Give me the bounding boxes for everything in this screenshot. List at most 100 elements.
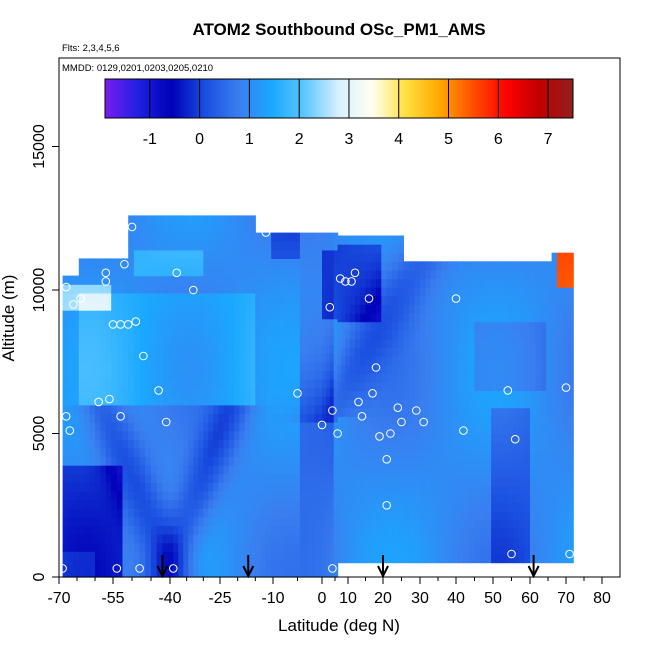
heat-cell xyxy=(223,542,230,552)
heat-cell xyxy=(285,499,294,509)
heat-cell xyxy=(365,381,372,391)
heat-cell xyxy=(218,551,225,561)
heat-cell xyxy=(255,447,262,458)
heat-cell xyxy=(208,344,214,354)
heat-cell xyxy=(193,215,199,225)
heat-cell xyxy=(551,467,558,478)
heat-cell xyxy=(183,310,189,320)
heat-cell xyxy=(325,301,331,311)
heat-cell xyxy=(271,482,279,492)
heat-cell xyxy=(265,353,272,363)
heat-cell xyxy=(468,433,476,443)
heat-cell xyxy=(139,525,146,535)
heat-cell xyxy=(329,534,335,544)
heat-cell xyxy=(156,404,163,414)
heat-cell xyxy=(540,433,547,443)
heat-cell xyxy=(430,356,437,366)
heat-cell xyxy=(381,502,388,512)
heat-cell xyxy=(355,364,361,374)
heat-cell xyxy=(203,335,209,346)
colorbar-cell xyxy=(219,79,223,118)
heat-cell xyxy=(452,295,459,305)
heat-cell xyxy=(105,516,112,526)
colorbar-cell xyxy=(464,79,469,118)
colorbar-cell xyxy=(230,79,235,118)
heat-cell xyxy=(408,381,416,391)
heat-cell xyxy=(365,485,372,495)
heat-cell xyxy=(414,536,421,546)
heat-cell xyxy=(540,304,547,314)
heat-cell xyxy=(188,396,194,406)
colorbar-cell xyxy=(479,79,483,118)
heat-cell xyxy=(203,542,209,552)
colorbar-cell xyxy=(292,79,296,118)
heat-cell xyxy=(414,304,421,314)
profile-point xyxy=(76,294,85,303)
heat-cell xyxy=(178,568,184,578)
heat-cell xyxy=(89,559,96,569)
heat-cell xyxy=(292,232,301,242)
heat-cell xyxy=(173,430,179,440)
heat-cell xyxy=(173,224,179,234)
heat-cell xyxy=(277,267,286,277)
heat-cell xyxy=(392,295,399,305)
heat-cell xyxy=(260,301,267,311)
heat-cell xyxy=(535,261,542,271)
heat-cell xyxy=(89,551,96,561)
heat-cell xyxy=(168,525,174,535)
heat-cell xyxy=(447,485,453,495)
heat-cell xyxy=(128,542,135,552)
heat-cell xyxy=(299,413,308,423)
heat-cell xyxy=(133,241,141,251)
heat-cell xyxy=(337,235,343,245)
heat-cell xyxy=(255,344,262,354)
heat-cell xyxy=(307,361,316,371)
colorbar-cell xyxy=(315,79,320,118)
heat-cell xyxy=(491,407,498,417)
heat-cell xyxy=(403,269,410,280)
heat-cell xyxy=(285,534,294,544)
heat-cell xyxy=(360,502,367,512)
heat-cell xyxy=(62,310,69,320)
heat-cell xyxy=(100,335,107,346)
heat-cell xyxy=(111,430,118,440)
heat-cell xyxy=(234,292,240,303)
heat-cell xyxy=(513,278,520,288)
heat-cell xyxy=(299,534,308,544)
heat-cell xyxy=(299,404,308,414)
heat-cell xyxy=(213,284,219,294)
heat-cell xyxy=(271,310,279,320)
heat-cell xyxy=(89,422,96,432)
heat-cell xyxy=(314,482,323,492)
heat-cell xyxy=(376,321,382,331)
heat-cell xyxy=(307,516,316,526)
heat-cell xyxy=(518,407,526,417)
heat-cell xyxy=(329,284,335,294)
heat-cell xyxy=(457,528,464,538)
heat-cell xyxy=(145,534,152,544)
heat-cell xyxy=(128,215,135,225)
heat-cell xyxy=(376,244,382,254)
heat-cell xyxy=(403,502,410,512)
heat-cell xyxy=(78,413,85,423)
heat-cell xyxy=(183,482,189,492)
heat-cell xyxy=(496,502,503,512)
heat-cell xyxy=(403,295,410,305)
heat-cell xyxy=(507,528,514,538)
heat-cell xyxy=(436,287,443,297)
heat-cell xyxy=(447,313,453,323)
heat-cell xyxy=(341,330,346,340)
heat-cell xyxy=(307,568,316,578)
heat-cell xyxy=(299,447,308,458)
heat-cell xyxy=(255,318,262,328)
heat-cell xyxy=(223,292,230,303)
heat-cell xyxy=(386,416,393,426)
heat-cell xyxy=(122,559,129,569)
heat-cell xyxy=(518,545,526,555)
heat-cell xyxy=(557,545,563,555)
heat-cell xyxy=(513,364,520,374)
heat-cell xyxy=(128,534,135,544)
heat-cell xyxy=(530,261,536,271)
colorbar-cell xyxy=(140,79,144,118)
heat-cell xyxy=(78,473,85,483)
